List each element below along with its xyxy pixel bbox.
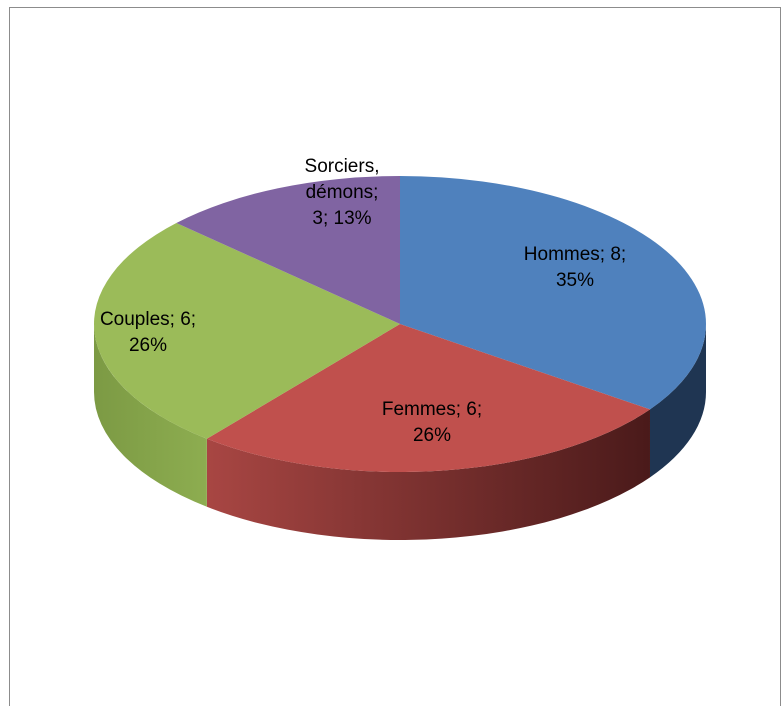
data-label-hommes: Hommes; 8; 35% bbox=[524, 244, 626, 291]
pie-slice-femmes bbox=[206, 324, 650, 472]
pie-side-walls bbox=[93, 324, 706, 540]
slice-side-femmes bbox=[206, 409, 650, 540]
pie-slice-sorciers-d-mons bbox=[176, 176, 400, 324]
data-label-femmes: Femmes; 6; 26% bbox=[382, 399, 482, 446]
pie-slice-couples bbox=[93, 222, 400, 439]
pie-chart: Hommes; 8; 35% Femmes; 6; 26% Couples; 6; 26%… bbox=[93, 156, 707, 540]
slice-side-couples bbox=[93, 324, 207, 507]
data-label-couples: Couples; 6; 26% bbox=[100, 309, 196, 356]
pie-data-labels: Hommes; 8; 35% Femmes; 6; 26% Couples; 6; 26%… bbox=[100, 156, 626, 446]
pie-top-faces bbox=[93, 176, 707, 472]
chart-area: Hommes; 8; 35% Femmes; 6; 26% Couples; 6; 26%… bbox=[9, 7, 781, 706]
pie-slice-hommes bbox=[400, 176, 707, 410]
data-label-sorciers-d-mons: Sorciers, démons; 3; 13% bbox=[305, 156, 380, 229]
slice-side-hommes bbox=[649, 324, 706, 478]
